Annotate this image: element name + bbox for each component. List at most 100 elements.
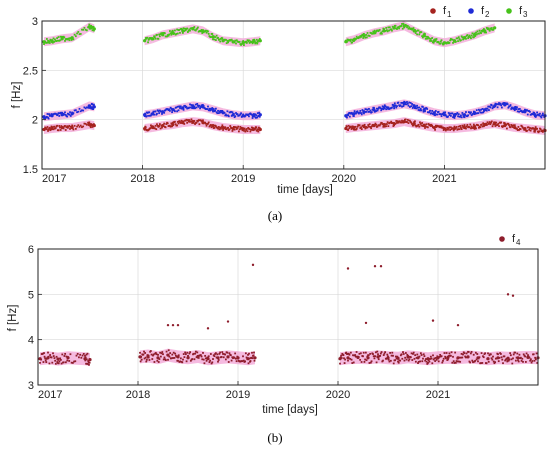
series-cloud-b-0 [416, 353, 419, 356]
data-point-a-s1-20 [352, 112, 356, 116]
series-cloud-b-0 [210, 362, 213, 365]
series-cloud-a-2 [188, 28, 191, 31]
series-cloud-a-0 [485, 124, 488, 126]
series-cloud-a-0 [382, 125, 385, 128]
grid-a [41, 20, 545, 170]
series-cloud-a-1 [177, 109, 180, 112]
series-cloud-a-0 [197, 120, 199, 123]
series-cloud-a-0 [529, 129, 532, 132]
series-cloud-a-1 [254, 113, 257, 116]
series-cloud-a-2 [349, 40, 352, 42]
series-cloud-b-0 [368, 362, 371, 364]
series-cloud-a-0 [449, 129, 452, 131]
series-cloud-a-0 [236, 127, 239, 129]
series-cloud-b-0 [402, 353, 405, 355]
series-cloud-a-2 [439, 40, 442, 43]
series-cloud-b-0 [56, 361, 59, 363]
y-tick-label-b-3: 6 [28, 244, 34, 256]
series-cloud-a-2 [482, 29, 485, 31]
data-point-a-s0-38 [533, 127, 537, 132]
series-cloud-a-0 [370, 127, 373, 130]
series-cloud-b-0 [242, 355, 244, 358]
legend-subscript-b-0: 4 [516, 238, 521, 247]
series-cloud-b-0 [474, 359, 477, 362]
series-cloud-a-0 [490, 120, 493, 123]
series-cloud-b-0 [52, 355, 55, 357]
x-axis-label-b: time [days] [262, 404, 318, 416]
data-point-b-s0-6 [138, 355, 142, 359]
series-halo-b-0-12 [198, 349, 208, 366]
series-cloud-b-0 [65, 355, 68, 358]
series-cloud-a-0 [387, 125, 390, 128]
series-cloud-b-0 [417, 362, 419, 364]
series-cloud-b-0 [441, 361, 444, 364]
series-cloud-b-0 [477, 360, 479, 363]
series-cloud-b-0 [362, 351, 365, 354]
data-point-b-s0-34 [486, 357, 490, 361]
panel-a: 2017 2018 2019 2020 2021 1.5 2 2.5 3 time [days]… [11, 5, 547, 223]
series-cloud-a-0 [385, 125, 388, 128]
series-cloud-b-0 [143, 350, 145, 353]
series-cloud-b-0 [433, 357, 436, 360]
marks-a [42, 21, 547, 136]
series-cloud-a-0 [516, 127, 518, 130]
series-cloud-a-1 [82, 109, 85, 112]
series-cloud-b-0 [250, 356, 253, 359]
series-cloud-a-2 [212, 38, 214, 41]
series-cloud-a-1 [212, 110, 214, 113]
series-cloud-a-2 [460, 39, 462, 42]
data-point-a-s2-3 [70, 36, 74, 40]
data-point-a-s1-36 [513, 106, 517, 110]
series-cloud-a-1 [74, 109, 77, 112]
series-cloud-a-1 [218, 110, 221, 113]
series-cloud-a-0 [457, 128, 459, 131]
series-cloud-b-0 [476, 353, 479, 355]
series-cloud-a-1 [164, 109, 167, 112]
series-cloud-a-1 [426, 108, 429, 110]
data-point-b-s0-33 [476, 356, 480, 360]
series-cloud-a-0 [358, 124, 361, 127]
series-cloud-a-2 [193, 26, 196, 28]
series-cloud-a-0 [233, 128, 236, 131]
series-cloud-a-2 [84, 28, 87, 31]
series-cloud-b-0 [392, 362, 395, 365]
data-point-a-s0-14 [221, 125, 225, 130]
series-cloud-a-0 [418, 125, 421, 128]
data-point-a-s0-34 [493, 122, 497, 126]
series-cloud-a-1 [367, 110, 370, 113]
series-cloud-a-2 [235, 42, 237, 45]
series-cloud-b-0 [182, 353, 185, 355]
series-cloud-b-0 [78, 356, 80, 359]
series-cloud-a-2 [225, 42, 228, 45]
series-cloud-b-0 [518, 353, 521, 356]
series-cloud-a-1 [518, 110, 521, 113]
data-point-a-s2-27 [422, 34, 426, 38]
series-cloud-a-0 [83, 122, 86, 125]
series-cloud-a-0 [178, 120, 181, 122]
data-point-a-s1-6 [143, 113, 147, 117]
series-cloud-b-0 [461, 356, 464, 359]
series-cloud-a-2 [406, 25, 409, 27]
data-point-a-s2-15 [231, 40, 235, 44]
series-cloud-a-1 [68, 113, 71, 116]
series-cloud-a-0 [495, 121, 498, 124]
series-cloud-b-0 [339, 362, 341, 365]
series-cloud-a-2 [194, 29, 197, 32]
series-cloud-b-0 [172, 351, 175, 354]
series-cloud-a-1 [507, 106, 510, 109]
series-cloud-a-0 [417, 123, 420, 126]
series-cloud-a-2 [67, 37, 70, 40]
series-cloud-a-1 [185, 105, 188, 108]
series-cloud-a-2 [470, 34, 473, 37]
series-cloud-b-0 [520, 359, 523, 362]
series-cloud-a-2 [401, 27, 404, 30]
series-cloud-b-0 [51, 361, 54, 364]
data-point-a-s1-10 [181, 106, 185, 110]
series-cloud-b-0 [158, 358, 161, 360]
series-cloud-a-2 [407, 27, 410, 30]
series-cloud-a-2 [386, 30, 389, 33]
series-cloud-a-0 [414, 124, 417, 127]
series-cloud-b-0 [79, 353, 82, 356]
series-cloud-a-0 [434, 128, 436, 131]
